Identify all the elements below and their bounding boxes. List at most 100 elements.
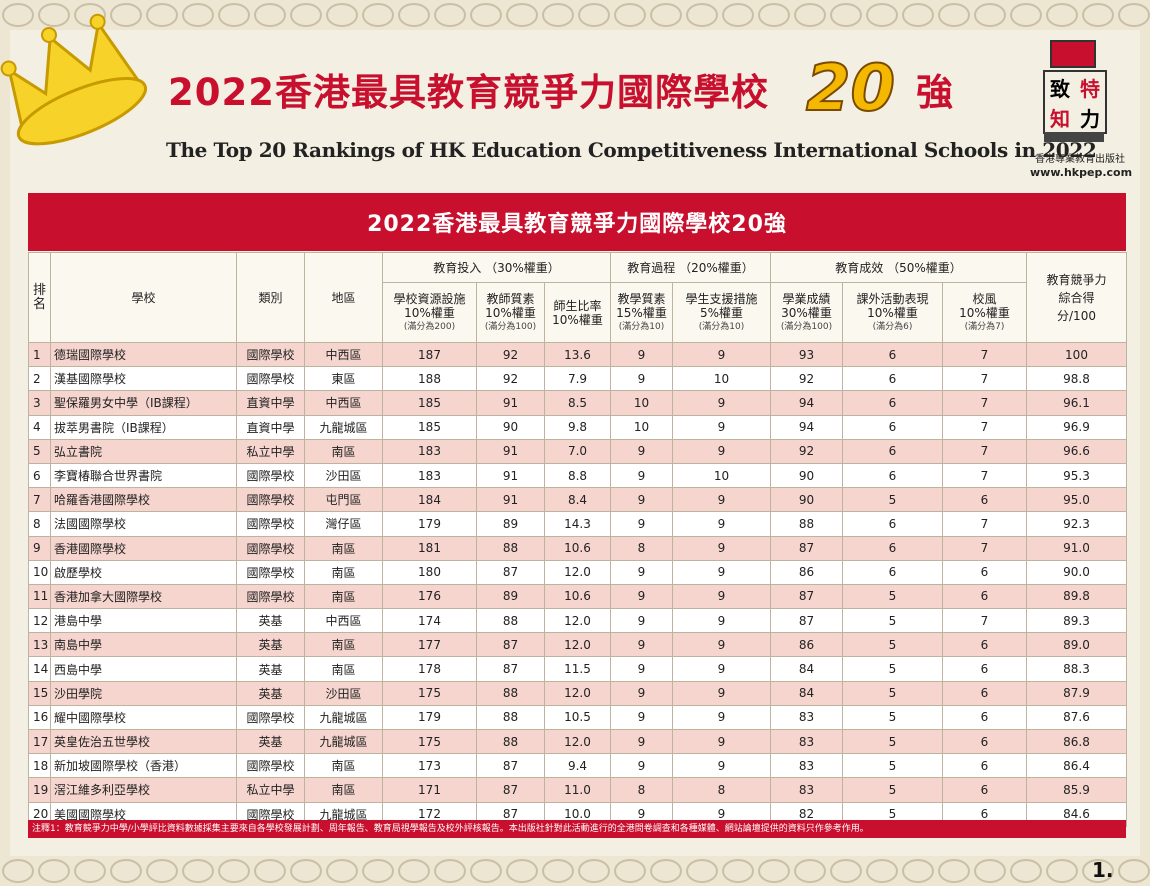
cell-c1: 178 (382, 656, 477, 682)
cell-rank: 16 (28, 704, 51, 731)
table-row: 1 德瑞國際學校 國際學校 中西區 187 92 13.6 9 9 93 6 7 100 (28, 341, 1127, 368)
border-ring (398, 3, 430, 27)
cell-c3: 9.8 (544, 414, 611, 440)
cell-c7: 6 (842, 366, 943, 392)
cell-school: 香港國際學校 (50, 535, 237, 561)
cell-c4: 9 (610, 511, 673, 537)
border-ring (326, 3, 358, 27)
cell-c2: 87 (476, 632, 545, 658)
logo-char: 特 (1080, 76, 1100, 101)
border-ring (146, 3, 178, 27)
border-ring (902, 3, 934, 27)
logo-char: 致 (1050, 76, 1070, 101)
cell-c5: 10 (672, 366, 771, 392)
cell-c6: 86 (770, 632, 843, 658)
header-group-outcome: 教育成效 （50%權重） (770, 252, 1027, 283)
cell-c3: 7.0 (544, 438, 611, 464)
border-ring (1118, 3, 1150, 27)
cell-score: 95.3 (1026, 462, 1127, 489)
table-row: 17 英皇佐治五世學校 英基 九龍城區 175 88 12.0 9 9 83 5 6 86.8 (28, 728, 1127, 755)
border-ring (650, 3, 682, 27)
table-row: 7 哈羅香港國際學校 國際學校 屯門區 184 91 8.4 9 9 90 5 6 95.0 (28, 487, 1127, 513)
cell-score: 89.8 (1026, 583, 1127, 610)
cell-school: 漢基國際學校 (50, 366, 237, 392)
cell-school: 南島中學 (50, 632, 237, 658)
cell-c1: 184 (382, 487, 477, 513)
ranking-table: 排名 學校 類別 地區 教育投入 （30%權重） 教育過程 （20%權重） 教育… (28, 252, 1127, 827)
border-ring (218, 3, 250, 27)
cell-c1: 185 (382, 390, 477, 416)
cell-score: 87.6 (1026, 704, 1127, 731)
cell-c2: 89 (476, 511, 545, 537)
cell-c6: 87 (770, 535, 843, 561)
border-ring (866, 3, 898, 27)
cell-score: 88.3 (1026, 656, 1127, 682)
cell-c4: 9 (610, 728, 673, 755)
cell-score: 90.0 (1026, 559, 1127, 585)
cell-c6: 94 (770, 390, 843, 416)
header-col-ratio: 師生比率 10%權重 (544, 282, 611, 343)
cell-c4: 9 (610, 487, 673, 513)
cell-c7: 6 (842, 390, 943, 416)
cell-c4: 10 (610, 414, 673, 440)
cell-c8: 7 (942, 366, 1027, 392)
border-ring (2, 3, 34, 27)
cell-c7: 6 (842, 559, 943, 585)
cell-c5: 9 (672, 535, 771, 561)
border-ring (1010, 3, 1042, 27)
cell-type: 英基 (236, 608, 305, 634)
border-ring (362, 3, 394, 27)
cell-score: 86.8 (1026, 728, 1127, 755)
table-row: 14 西島中學 英基 南區 178 87 11.5 9 9 84 5 6 88.3 (28, 656, 1127, 682)
cell-c8: 6 (942, 777, 1027, 803)
cell-c1: 180 (382, 559, 477, 585)
cell-c6: 86 (770, 559, 843, 585)
table-row: 8 法國國際學校 國際學校 灣仔區 179 89 14.3 9 9 88 6 7 92.3 (28, 511, 1127, 537)
cell-c2: 91 (476, 462, 545, 489)
cell-score: 95.0 (1026, 487, 1127, 513)
cell-type: 直資中學 (236, 390, 305, 416)
cell-c4: 9 (610, 438, 673, 464)
cell-c7: 5 (842, 608, 943, 634)
cell-c4: 9 (610, 608, 673, 634)
border-ring (722, 3, 754, 27)
border-ring (326, 859, 358, 883)
border-ring (254, 859, 286, 883)
cell-score: 96.6 (1026, 438, 1127, 464)
border-ring (686, 3, 718, 27)
header-col-activities: 課外活動表現 10%權重 (滿分為6) (842, 282, 943, 343)
cell-c5: 9 (672, 680, 771, 706)
cell-c3: 13.6 (544, 341, 611, 368)
page-title-en: The Top 20 Rankings of HK Education Comp… (166, 138, 1097, 162)
cell-c6: 83 (770, 753, 843, 779)
cell-score: 98.8 (1026, 366, 1127, 392)
cell-school: 德瑞國際學校 (50, 341, 237, 368)
cell-c5: 8 (672, 777, 771, 803)
cell-c7: 5 (842, 753, 943, 779)
cell-c3: 9.4 (544, 753, 611, 779)
border-rings-bottom (0, 856, 1150, 886)
cell-c6: 92 (770, 438, 843, 464)
cell-c4: 9 (610, 583, 673, 610)
cell-c6: 84 (770, 680, 843, 706)
cell-c7: 6 (842, 414, 943, 440)
cell-type: 國際學校 (236, 704, 305, 731)
header-overall: 教育競爭力綜合得分/100 (1026, 252, 1127, 343)
border-ring (866, 859, 898, 883)
cell-score: 92.3 (1026, 511, 1127, 537)
cell-c3: 12.0 (544, 680, 611, 706)
cell-c2: 87 (476, 559, 545, 585)
title-suffix: 強 (916, 71, 953, 114)
cell-c8: 6 (942, 559, 1027, 585)
cell-c6: 83 (770, 704, 843, 731)
border-ring (38, 859, 70, 883)
cell-c3: 11.5 (544, 656, 611, 682)
cell-c2: 88 (476, 704, 545, 731)
cell-c1: 176 (382, 583, 477, 610)
border-ring (794, 3, 826, 27)
cell-c1: 183 (382, 462, 477, 489)
cell-c1: 185 (382, 414, 477, 440)
cell-c4: 9 (610, 632, 673, 658)
cell-school: 英皇佐治五世學校 (50, 728, 237, 755)
border-ring (830, 859, 862, 883)
